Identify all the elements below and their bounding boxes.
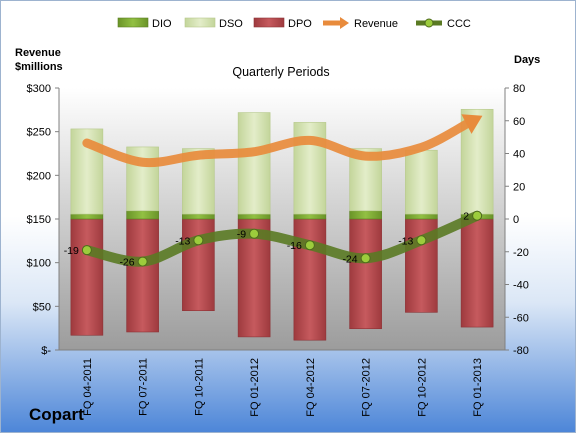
legend-marker-ccc bbox=[424, 18, 434, 28]
x-tick-label: FQ 07-2012 bbox=[361, 358, 373, 417]
revenue-line bbox=[82, 119, 471, 168]
x-tick-label: FQ 04-2012 bbox=[305, 358, 317, 417]
left-tick-label: $- bbox=[41, 345, 51, 357]
left-axis-title-line2: $millions bbox=[15, 61, 63, 73]
bar-dpo bbox=[70, 218, 104, 336]
right-axis-title: Days bbox=[514, 54, 540, 66]
plot-area bbox=[59, 88, 505, 350]
ccc-label: -9 bbox=[237, 229, 246, 241]
legend-label-revenue: Revenue bbox=[354, 18, 398, 30]
left-axis-title-line1: Revenue bbox=[15, 47, 61, 59]
right-tick-label: -60 bbox=[513, 312, 529, 324]
bar-dso bbox=[237, 112, 271, 215]
right-tick-label: -80 bbox=[513, 345, 529, 357]
legend-label-dpo: DPO bbox=[288, 18, 312, 30]
axes-layer: $- $50 $100 $150 $200 $250 $300 -80 -60 -40 -20 0 20… bbox=[27, 83, 529, 417]
bar-dio bbox=[349, 210, 382, 220]
x-tick-label: FQ 01-2013 bbox=[472, 358, 484, 417]
ccc-point bbox=[360, 253, 371, 264]
x-tick-label: FQ 10-2012 bbox=[416, 358, 428, 417]
legend-label-dio: DIO bbox=[152, 18, 172, 30]
legend-swatch-dpo bbox=[253, 17, 285, 28]
legend-label-ccc: CCC bbox=[447, 18, 471, 30]
bar-dpo bbox=[126, 218, 159, 333]
label-layer: -19 -26 -13 -9 -16 -24 -13 2 bbox=[64, 211, 470, 269]
legend: DIO DSO DPO Revenue CCC bbox=[117, 17, 471, 30]
ccc-point bbox=[472, 210, 483, 221]
legend-label-dso: DSO bbox=[219, 18, 243, 30]
ccc-label: -24 bbox=[342, 253, 357, 265]
bar-dpo bbox=[349, 218, 382, 330]
line-layer bbox=[81, 114, 483, 267]
ccc-point bbox=[416, 235, 427, 246]
ccc-label: 2 bbox=[463, 211, 469, 223]
company-name: Copart bbox=[29, 405, 84, 424]
left-tick-label: $250 bbox=[27, 127, 51, 139]
left-tick-label: $100 bbox=[27, 258, 51, 270]
ccc-label: -16 bbox=[287, 240, 302, 252]
right-tick-label: 0 bbox=[513, 214, 519, 226]
right-tick-label: -20 bbox=[513, 247, 529, 259]
legend-swatch-dso bbox=[184, 17, 216, 28]
x-tick-label: FQ 10-2011 bbox=[193, 358, 205, 416]
left-tick-label: $150 bbox=[27, 214, 51, 226]
bar-dpo bbox=[293, 218, 327, 341]
left-tick-label: $50 bbox=[33, 301, 51, 313]
ccc-point bbox=[249, 228, 260, 239]
bar-dio bbox=[182, 213, 215, 220]
ccc-label: -13 bbox=[398, 235, 413, 247]
left-tick-label: $200 bbox=[27, 170, 51, 182]
left-tick-label: $300 bbox=[27, 83, 51, 95]
revenue-arrowhead bbox=[461, 114, 483, 134]
bar-dio bbox=[126, 210, 159, 220]
legend-arrowhead-revenue bbox=[340, 17, 349, 29]
bar-dio bbox=[293, 213, 327, 220]
legend-swatch-dio bbox=[117, 17, 149, 28]
bar-dpo bbox=[460, 218, 494, 328]
right-tick-label: 80 bbox=[513, 83, 525, 95]
ccc-point bbox=[193, 235, 204, 246]
bar-dio bbox=[405, 213, 438, 220]
right-tick-label: -40 bbox=[513, 280, 529, 292]
ccc-label: -19 bbox=[64, 245, 79, 257]
bar-dio bbox=[70, 213, 104, 220]
ccc-point bbox=[137, 256, 148, 267]
x-tick-label: FQ 04-2011 bbox=[82, 358, 94, 416]
bar-dio bbox=[237, 213, 271, 220]
bar-dso bbox=[405, 149, 438, 215]
chart-title: Quarterly Periods bbox=[232, 65, 329, 79]
ccc-point bbox=[81, 245, 92, 256]
ccc-label: -26 bbox=[119, 257, 134, 269]
x-tick-label: FQ 01-2012 bbox=[249, 358, 261, 417]
right-tick-label: 40 bbox=[513, 149, 525, 161]
ccc-point bbox=[304, 240, 315, 251]
right-tick-label: 20 bbox=[513, 181, 525, 193]
x-tick-label: FQ 07-2011 bbox=[138, 358, 150, 416]
right-tick-label: 60 bbox=[513, 116, 525, 128]
ccc-label: -13 bbox=[175, 235, 190, 247]
